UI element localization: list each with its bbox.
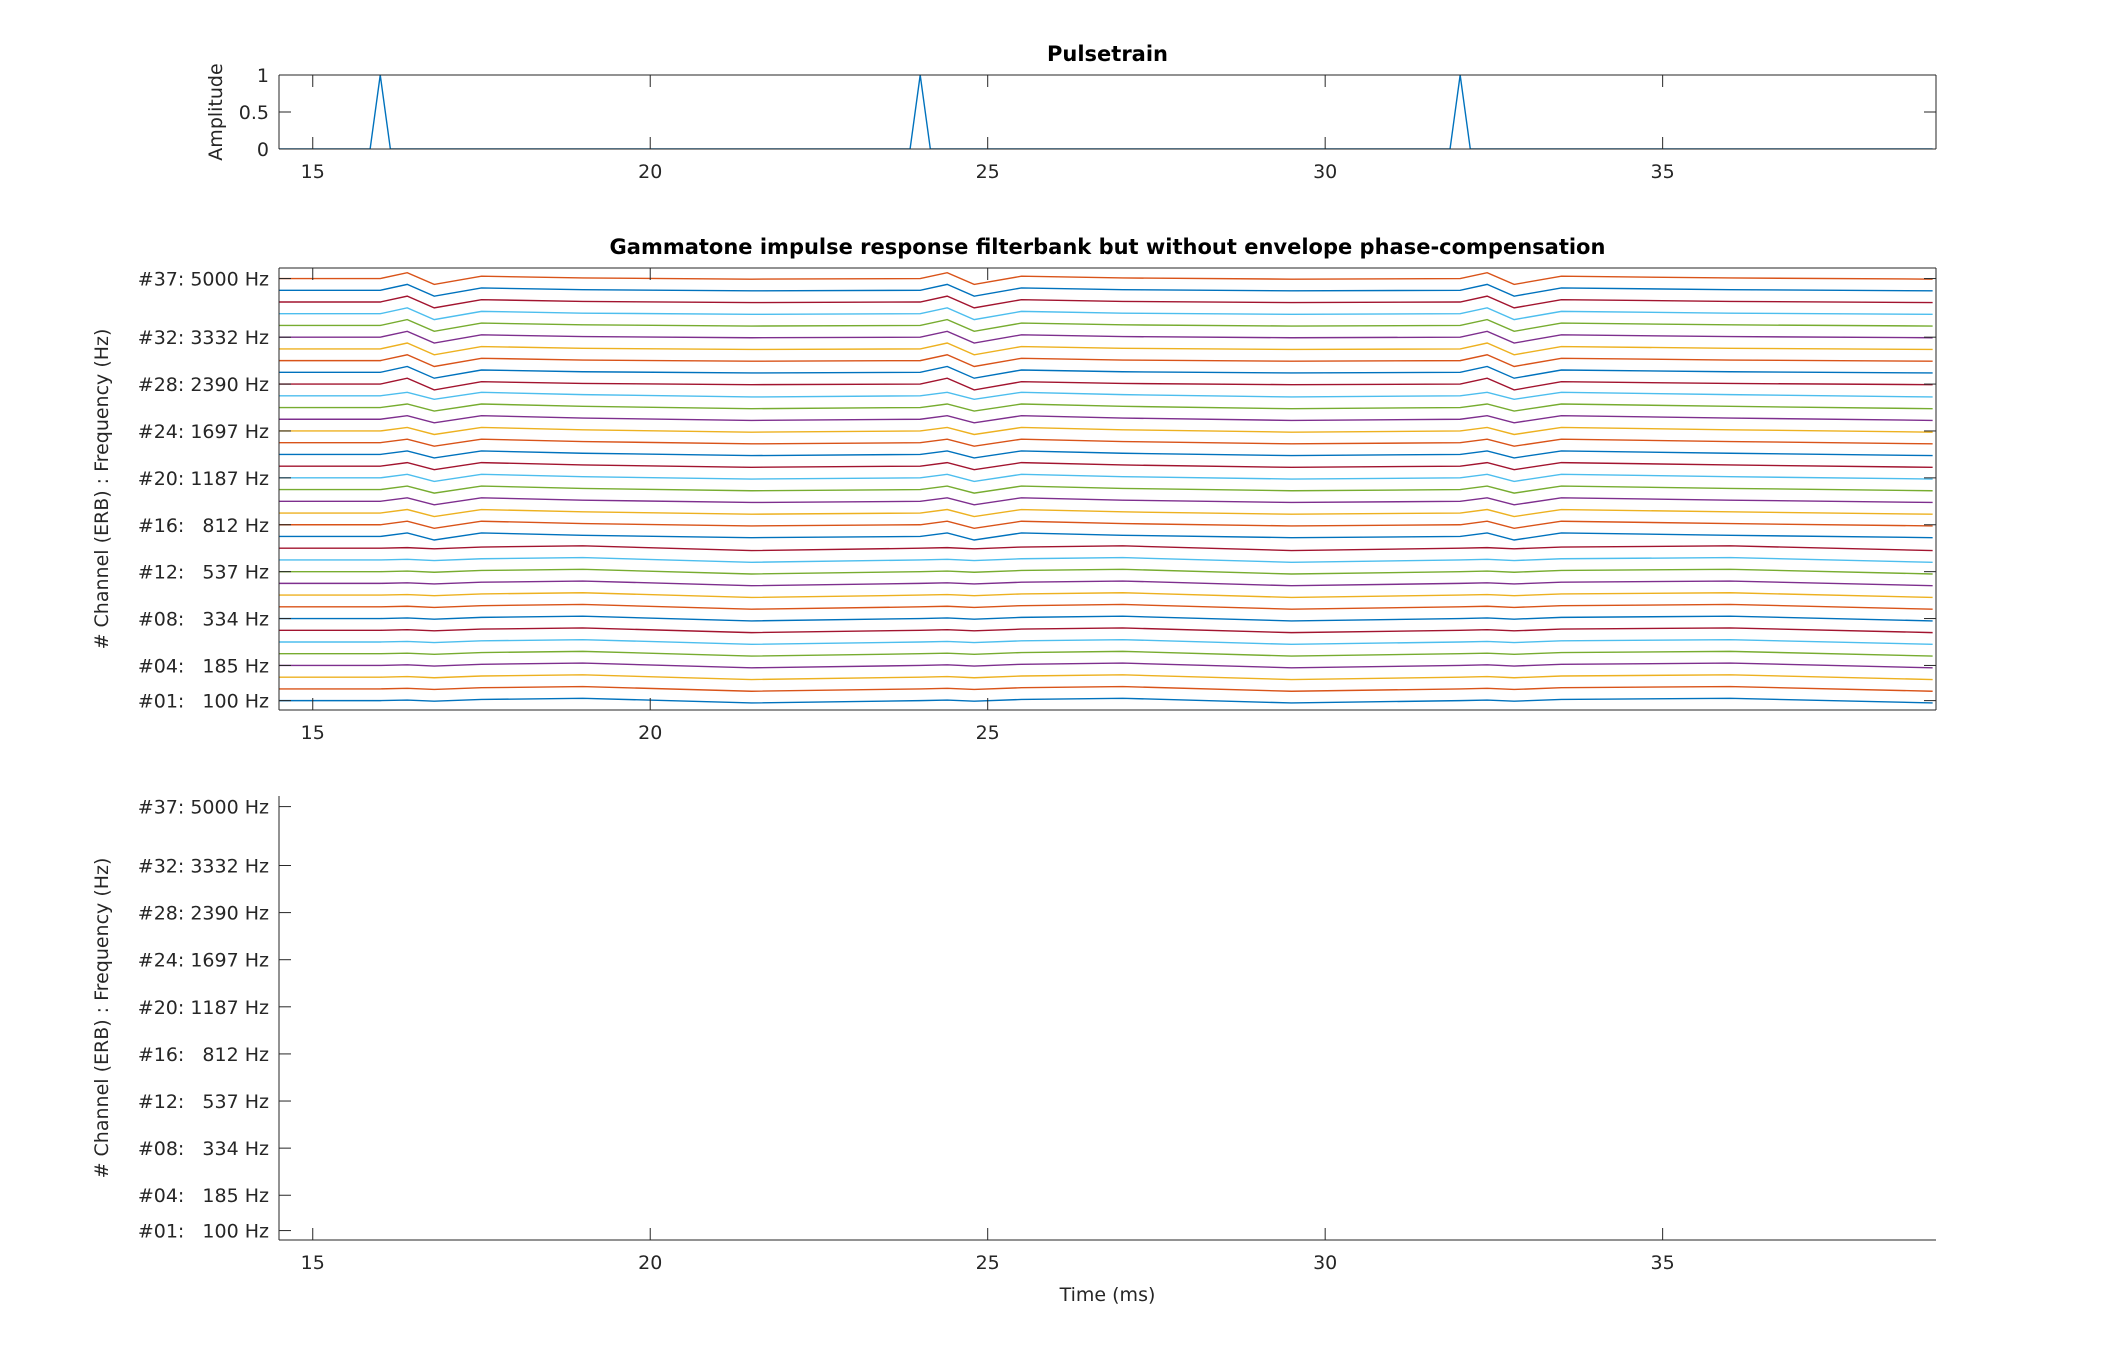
y-axis-label: # Channel (ERB) : Frequency (Hz)	[91, 858, 113, 1179]
series-line	[279, 415, 1933, 424]
series-line	[279, 568, 1933, 575]
series-line	[279, 307, 1933, 321]
series-line	[279, 485, 1933, 494]
series-line	[279, 426, 1933, 436]
y-tick-label: #08: 334 Hz	[138, 609, 269, 631]
x-tick-label: 15	[301, 722, 325, 744]
x-tick-label: 20	[638, 1252, 662, 1274]
chart-title: Gammatone impulse response filterbank bu…	[610, 235, 1606, 259]
y-tick-label: #12: 537 Hz	[138, 562, 269, 584]
series-line	[279, 650, 1933, 657]
x-tick-label: 30	[1313, 161, 1337, 183]
y-tick-label: #24: 1697 Hz	[138, 950, 269, 972]
y-tick-label: #32: 3332 Hz	[138, 327, 269, 349]
y-tick-label: 0.5	[239, 102, 269, 124]
series-line	[279, 403, 1933, 412]
plot-area	[279, 271, 1933, 704]
series-line	[279, 354, 1933, 368]
x-tick-label: 35	[1651, 161, 1675, 183]
series-line	[279, 638, 1933, 646]
y-tick-label: #12: 537 Hz	[138, 1091, 269, 1113]
y-axis-label: # Channel (ERB) : Frequency (Hz)	[91, 329, 113, 650]
x-tick-label: 25	[976, 161, 1000, 183]
y-tick-label: 0	[257, 139, 269, 161]
y-tick-label: #08: 334 Hz	[138, 1138, 269, 1160]
series-line	[279, 377, 1933, 391]
series-line	[279, 545, 1933, 552]
y-tick-label: #24: 1697 Hz	[138, 421, 269, 443]
series-line	[279, 75, 1933, 149]
y-tick-label: #37: 5000 Hz	[138, 797, 269, 819]
series-line	[279, 295, 1933, 309]
series-line	[279, 391, 1933, 401]
series-line	[279, 318, 1933, 333]
series-line	[279, 461, 1933, 471]
series-line	[279, 592, 1933, 599]
series-line	[279, 697, 1933, 704]
series-line	[279, 473, 1933, 483]
series-line	[279, 685, 1933, 692]
y-tick-label: #01: 100 Hz	[138, 691, 269, 713]
series-line	[279, 580, 1933, 587]
y-tick-label: #01: 100 Hz	[138, 1221, 269, 1243]
series-line	[279, 342, 1933, 356]
series-line	[279, 615, 1933, 622]
x-tick-label: 15	[301, 161, 325, 183]
y-tick-label: #37: 5000 Hz	[138, 269, 269, 291]
y-tick-label: #20: 1187 Hz	[138, 997, 269, 1019]
series-line	[279, 330, 1933, 344]
series-line	[279, 497, 1933, 506]
x-tick-label: 30	[1313, 1252, 1337, 1274]
series-line	[279, 662, 1933, 669]
y-tick-label: 1	[257, 65, 269, 87]
series-line	[279, 556, 1933, 563]
x-tick-label: 25	[976, 1252, 1000, 1274]
x-axis-label: Time (ms)	[1059, 1284, 1156, 1306]
y-tick-label: #16: 812 Hz	[138, 515, 269, 537]
series-line	[279, 271, 1933, 286]
series-line	[279, 520, 1933, 529]
series-line	[279, 365, 1933, 379]
plot-area	[279, 75, 1933, 149]
y-tick-label: #04: 185 Hz	[138, 655, 269, 677]
y-tick-label: #32: 3332 Hz	[138, 855, 269, 877]
series-line	[279, 532, 1933, 541]
y-tick-label: #28: 2390 Hz	[138, 374, 269, 396]
x-tick-label: 20	[638, 161, 662, 183]
series-line	[279, 603, 1933, 610]
series-line	[279, 450, 1933, 459]
y-tick-label: #16: 812 Hz	[138, 1044, 269, 1066]
y-tick-label: #28: 2390 Hz	[138, 903, 269, 925]
x-tick-label: 35	[1651, 1252, 1675, 1274]
x-tick-label: 15	[301, 1252, 325, 1274]
series-line	[279, 627, 1933, 634]
series-line	[279, 674, 1933, 681]
y-axis-label: Amplitude	[205, 63, 227, 160]
series-line	[279, 508, 1933, 518]
y-tick-label: #04: 185 Hz	[138, 1185, 269, 1207]
series-line	[279, 283, 1933, 297]
series-line	[279, 438, 1933, 447]
y-tick-label: #20: 1187 Hz	[138, 468, 269, 490]
x-tick-label: 20	[638, 722, 662, 744]
chart-title: Pulsetrain	[1047, 42, 1168, 66]
x-tick-label: 25	[976, 722, 1000, 744]
